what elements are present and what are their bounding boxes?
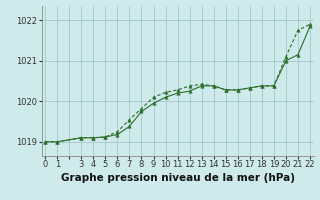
X-axis label: Graphe pression niveau de la mer (hPa): Graphe pression niveau de la mer (hPa) <box>60 173 295 183</box>
